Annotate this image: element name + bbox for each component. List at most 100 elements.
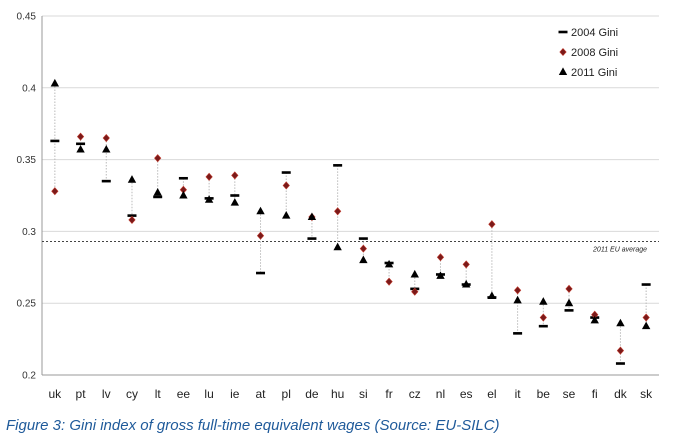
legend-marker-dash — [558, 30, 568, 34]
y-tick-label: 0.45 — [17, 12, 37, 23]
eu-average-label: 2011 EU average — [592, 246, 647, 253]
point-dash — [641, 283, 651, 286]
point-diamond — [128, 215, 136, 224]
point-triangle — [282, 211, 291, 219]
point-diamond — [539, 313, 547, 322]
point-triangle — [153, 188, 162, 196]
x-category-label: uk — [49, 387, 63, 401]
x-category-label: hu — [331, 387, 344, 401]
point-triangle — [179, 190, 188, 199]
range-connectors — [54, 83, 647, 364]
point-triangle — [513, 295, 522, 304]
y-axis: 0.2 0.25 0.3 0.35 0.4 0.45 — [17, 12, 43, 382]
point-triangle — [333, 242, 342, 251]
point-triangle — [256, 206, 265, 215]
point-diamond — [231, 171, 239, 180]
x-category-label: fi — [592, 387, 598, 401]
point-dash — [307, 237, 317, 240]
grid-lines — [42, 15, 659, 376]
x-category-label: se — [563, 387, 576, 401]
point-triangle — [539, 297, 548, 305]
x-category-label: el — [487, 387, 496, 401]
point-dash — [281, 171, 291, 174]
legend-label: 2011 Gini — [571, 67, 617, 79]
point-diamond — [51, 187, 59, 196]
point-triangle — [359, 255, 368, 264]
point-dash — [230, 194, 240, 197]
legend-label: 2008 Gini — [571, 47, 618, 59]
point-triangle — [230, 198, 240, 206]
point-triangle — [436, 271, 445, 279]
point-diamond — [256, 231, 265, 240]
point-dash — [178, 176, 188, 180]
point-diamond — [436, 253, 445, 262]
point-dash — [153, 195, 163, 199]
point-diamond — [514, 286, 522, 295]
x-category-label: fr — [385, 387, 392, 401]
x-category-label: nl — [436, 387, 445, 401]
x-category-label: lv — [102, 387, 111, 401]
x-category-label: pt — [76, 387, 87, 401]
data-marks — [50, 78, 651, 365]
x-category-label: be — [537, 387, 551, 401]
point-dash — [256, 271, 266, 275]
figure-caption: Figure 3: Gini index of gross full-time … — [6, 417, 500, 434]
reference-line: 2011 EU average — [42, 240, 659, 253]
point-diamond — [385, 277, 393, 286]
legend-marker-triangle — [558, 67, 568, 75]
point-diamond — [488, 220, 496, 229]
x-category-label: lu — [204, 387, 213, 401]
point-triangle — [102, 144, 111, 153]
point-diamond — [154, 154, 162, 163]
point-triangle — [307, 212, 317, 221]
x-category-label: ie — [230, 387, 240, 401]
point-triangle — [641, 321, 651, 330]
point-dash — [50, 139, 60, 143]
point-triangle — [50, 78, 60, 87]
point-diamond — [565, 284, 573, 293]
point-dash — [127, 214, 137, 217]
x-axis: uk pt lv cy lt ee lu ie at pl de hu si fr cz nl es el it be… — [42, 374, 659, 401]
y-tick-label: 0.25 — [17, 299, 37, 310]
point-dash — [538, 324, 548, 328]
x-category-label: sk — [640, 387, 653, 401]
x-category-label: pl — [282, 387, 291, 401]
point-diamond — [334, 207, 342, 216]
x-category-label: si — [359, 387, 368, 401]
legend-label: 2004 Gini — [571, 27, 618, 39]
x-category-label: cy — [126, 387, 138, 401]
x-category-label: at — [256, 387, 267, 401]
point-triangle — [384, 259, 394, 268]
point-diamond — [642, 313, 650, 322]
point-diamond — [102, 134, 110, 143]
point-diamond — [359, 244, 367, 253]
point-triangle — [76, 144, 85, 153]
legend-marker-diamond — [559, 47, 567, 57]
point-dash — [564, 309, 574, 312]
point-dash — [76, 142, 86, 146]
point-dash — [358, 237, 368, 240]
x-category-label: de — [305, 387, 319, 401]
x-category-label: dk — [614, 387, 628, 401]
point-triangle — [127, 175, 137, 183]
x-category-label: es — [460, 387, 473, 401]
x-category-label: cz — [409, 387, 421, 401]
x-category-label: it — [515, 387, 522, 401]
point-diamond — [205, 172, 213, 181]
point-diamond — [462, 260, 470, 269]
point-triangle — [564, 298, 574, 307]
point-diamond — [616, 346, 625, 355]
x-category-label: ee — [177, 387, 191, 401]
point-dash — [513, 332, 523, 335]
legend: 2004 Gini 2008 Gini 2011 Gini — [558, 27, 618, 79]
point-diamond — [282, 181, 290, 190]
point-triangle — [487, 291, 497, 300]
point-triangle — [461, 279, 471, 288]
point-diamond — [76, 132, 85, 141]
point-triangle — [616, 318, 625, 327]
point-dash — [333, 164, 343, 167]
y-tick-label: 0.2 — [22, 371, 36, 382]
y-tick-label: 0.3 — [22, 227, 36, 238]
x-category-label: lt — [155, 387, 162, 401]
point-triangle — [590, 315, 599, 324]
